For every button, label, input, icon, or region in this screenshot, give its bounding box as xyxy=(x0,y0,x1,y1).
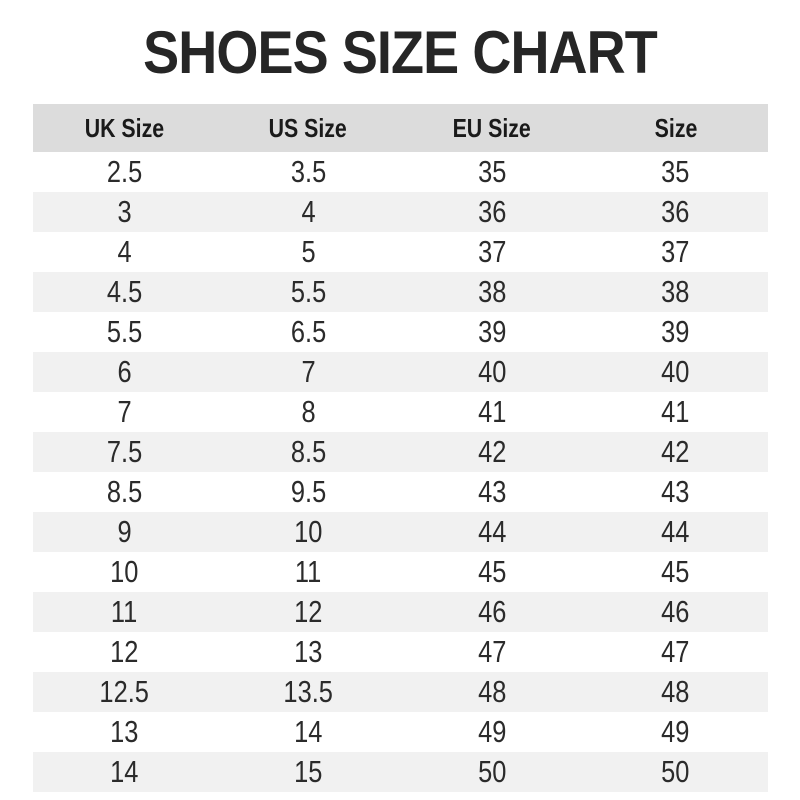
size-cell: 6.5 xyxy=(290,314,326,349)
table-row: 7 8 41 41 xyxy=(32,392,768,432)
size-cell: 13 xyxy=(110,714,139,749)
table-row: 12 13 47 47 xyxy=(32,632,768,672)
size-cell: 48 xyxy=(477,674,507,709)
size-cell: 46 xyxy=(661,594,690,629)
size-cell: 12 xyxy=(110,634,139,669)
size-cell: 6 xyxy=(117,354,132,389)
size-cell: 4 xyxy=(117,234,132,269)
size-cell: 13 xyxy=(293,634,323,669)
table-body: 2.5 3.5 35 35 3 4 36 36 4 5 37 37 4.5 5.5 38 38 5.5 6.5 39… xyxy=(32,152,768,792)
size-cell: 40 xyxy=(477,354,507,389)
size-cell: 2.5 xyxy=(106,154,143,189)
size-cell: 49 xyxy=(661,714,690,749)
table-row: 11 12 46 46 xyxy=(32,592,768,632)
size-cell: 40 xyxy=(661,354,690,389)
size-cell: 37 xyxy=(661,234,690,269)
table-row: 4.5 5.5 38 38 xyxy=(32,272,768,312)
table-row: 9 10 44 44 xyxy=(32,512,768,552)
size-cell: 49 xyxy=(477,714,507,749)
size-cell: 5.5 xyxy=(106,314,143,349)
size-cell: 10 xyxy=(293,514,323,549)
size-cell: 14 xyxy=(110,754,139,789)
size-cell: 7 xyxy=(301,354,316,389)
size-cell: 47 xyxy=(477,634,507,669)
size-cell: 39 xyxy=(661,314,690,349)
size-cell: 37 xyxy=(477,234,507,269)
size-cell: 15 xyxy=(293,754,323,789)
size-cell: 12.5 xyxy=(99,674,150,709)
size-cell: 35 xyxy=(661,154,690,189)
size-cell: 4.5 xyxy=(106,274,143,309)
size-cell: 7 xyxy=(117,394,132,429)
size-cell: 42 xyxy=(661,434,690,469)
size-cell: 50 xyxy=(661,754,690,789)
size-cell: 7.5 xyxy=(106,434,143,469)
size-cell: 36 xyxy=(477,194,507,229)
header-size: Size xyxy=(583,104,768,152)
header-us-size: US Size xyxy=(216,104,400,152)
table-row: 3 4 36 36 xyxy=(32,192,768,232)
size-cell: 47 xyxy=(661,634,690,669)
size-cell: 44 xyxy=(477,514,507,549)
table-row: 5.5 6.5 39 39 xyxy=(32,312,768,352)
size-chart-table: UK Size US Size EU Size Size 2.5 3.5 35 35 3… xyxy=(32,104,768,792)
header-eu-size: EU Size xyxy=(400,104,584,152)
size-cell: 4 xyxy=(301,194,316,229)
header-uk-size: UK Size xyxy=(32,104,217,152)
size-cell: 8.5 xyxy=(290,434,326,469)
size-cell: 35 xyxy=(477,154,507,189)
size-cell: 12 xyxy=(293,594,323,629)
table-row: 8.5 9.5 43 43 xyxy=(32,472,768,512)
size-cell: 43 xyxy=(477,474,507,509)
size-cell: 43 xyxy=(661,474,690,509)
table-row: 14 15 50 50 xyxy=(32,752,768,792)
table-row: 12.5 13.5 48 48 xyxy=(32,672,768,712)
size-cell: 11 xyxy=(111,594,138,629)
size-cell: 48 xyxy=(661,674,690,709)
size-cell: 46 xyxy=(477,594,507,629)
size-cell: 14 xyxy=(293,714,323,749)
table-row: 6 7 40 40 xyxy=(32,352,768,392)
size-cell: 3.5 xyxy=(290,154,326,189)
header-row: UK Size US Size EU Size Size xyxy=(32,104,768,152)
size-cell: 13.5 xyxy=(283,674,333,709)
size-cell: 44 xyxy=(661,514,690,549)
size-cell: 5 xyxy=(301,234,316,269)
size-cell: 9.5 xyxy=(290,474,326,509)
size-cell: 8.5 xyxy=(106,474,143,509)
size-cell: 45 xyxy=(477,554,507,589)
size-cell: 9 xyxy=(117,514,132,549)
size-cell: 38 xyxy=(477,274,507,309)
size-cell: 50 xyxy=(477,754,507,789)
size-cell: 5.5 xyxy=(290,274,326,309)
size-cell: 41 xyxy=(477,394,507,429)
table-row: 4 5 37 37 xyxy=(32,232,768,272)
size-cell: 41 xyxy=(661,394,690,429)
size-cell: 45 xyxy=(661,554,690,589)
table-row: 10 11 45 45 xyxy=(32,552,768,592)
size-cell: 42 xyxy=(477,434,507,469)
size-cell: 3 xyxy=(117,194,132,229)
size-cell: 38 xyxy=(661,274,690,309)
table-row: 13 14 49 49 xyxy=(32,712,768,752)
size-cell: 36 xyxy=(661,194,690,229)
size-cell: 8 xyxy=(301,394,316,429)
size-cell: 10 xyxy=(110,554,139,589)
size-cell: 39 xyxy=(477,314,507,349)
size-cell: 11 xyxy=(294,554,322,589)
table-row: 7.5 8.5 42 42 xyxy=(32,432,768,472)
table-header: UK Size US Size EU Size Size xyxy=(32,104,768,152)
table-row: 2.5 3.5 35 35 xyxy=(32,152,768,192)
page-title: SHOES SIZE CHART xyxy=(143,19,658,86)
